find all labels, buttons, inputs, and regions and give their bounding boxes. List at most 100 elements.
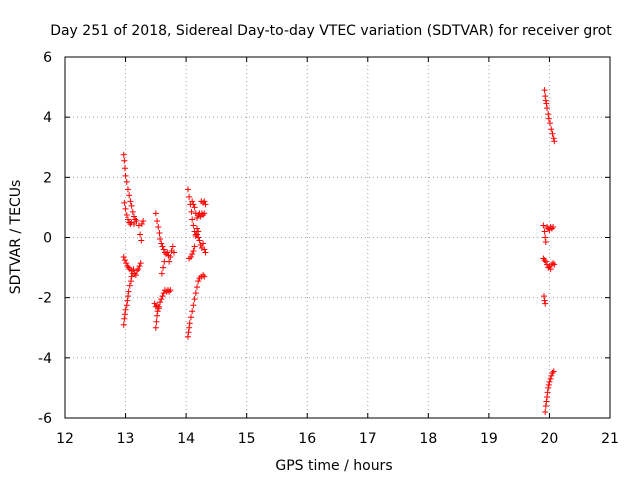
data-point [152, 210, 159, 217]
data-point [160, 246, 167, 253]
data-point [138, 220, 145, 227]
data-point [542, 408, 549, 415]
data-point [548, 372, 555, 379]
data-point [132, 216, 139, 223]
data-point [157, 236, 164, 243]
data-point [542, 234, 549, 241]
data-point [128, 273, 135, 280]
data-point [549, 369, 556, 376]
data-point [128, 202, 135, 209]
data-point [155, 223, 162, 230]
data-point [187, 254, 194, 261]
x-tick-label: 21 [601, 431, 619, 447]
data-point [136, 263, 143, 270]
data-point [543, 398, 550, 405]
data-point [164, 249, 171, 256]
data-point [131, 220, 138, 227]
data-point [160, 264, 167, 271]
tick-labels: 12 13 14 15 16 17 18 19 20 21 -6 -4 -2 0 2 4 6 [38, 50, 619, 447]
data-point [135, 266, 142, 273]
data-point [541, 297, 548, 304]
data-point [547, 375, 554, 382]
data-point [167, 254, 174, 261]
data-point [159, 293, 166, 300]
data-point [188, 208, 195, 215]
data-point [201, 273, 208, 280]
data-point [124, 297, 131, 304]
data-point [190, 222, 197, 229]
data-point [201, 246, 208, 253]
y-tick-label: -2 [38, 291, 52, 307]
x-tick-label: 20 [541, 431, 559, 447]
data-point [540, 293, 547, 300]
data-point [541, 87, 548, 94]
data-point [189, 198, 196, 205]
data-point [128, 278, 135, 285]
data-point [121, 257, 128, 264]
data-point [129, 208, 136, 215]
data-point [122, 306, 129, 313]
data-point [133, 217, 140, 224]
data-point [550, 135, 557, 142]
y-tick-label: -6 [38, 411, 52, 427]
data-point [550, 223, 557, 230]
data-point [138, 237, 145, 244]
data-point [120, 254, 127, 261]
data-points [120, 87, 558, 415]
data-point [120, 151, 127, 158]
x-tick-label: 13 [117, 431, 135, 447]
data-point [124, 186, 131, 193]
data-point [202, 249, 209, 256]
data-point [542, 239, 549, 246]
data-point [189, 308, 196, 315]
data-point [547, 120, 554, 127]
data-point [137, 260, 144, 267]
data-point [126, 192, 133, 199]
data-point [545, 381, 552, 388]
data-point [156, 229, 163, 236]
data-point [122, 172, 129, 179]
data-point [549, 130, 556, 137]
data-point [201, 210, 208, 217]
data-point [121, 311, 128, 318]
data-point [153, 318, 160, 325]
data-point [196, 237, 203, 244]
data-point [185, 329, 192, 336]
data-point [161, 258, 168, 265]
data-point [542, 258, 549, 265]
y-tick-label: 6 [43, 50, 52, 66]
data-point [191, 296, 198, 303]
data-point [159, 243, 166, 250]
data-point [545, 111, 552, 118]
x-tick-label: 15 [238, 431, 256, 447]
data-point [548, 126, 555, 133]
data-point [189, 251, 196, 258]
data-point [545, 115, 552, 122]
y-tick-label: -4 [38, 351, 52, 367]
data-point [189, 216, 196, 223]
x-axis-label: GPS time / hours [275, 458, 392, 474]
data-point [131, 213, 138, 220]
data-point [187, 314, 194, 321]
data-point [191, 204, 198, 211]
data-point [123, 302, 130, 309]
data-point [190, 302, 197, 309]
data-point [123, 178, 130, 185]
x-tick-label: 17 [359, 431, 377, 447]
data-point [158, 270, 165, 277]
data-point [201, 198, 208, 205]
grid [65, 57, 610, 418]
data-point [546, 378, 553, 385]
data-point [544, 393, 551, 400]
data-point [544, 105, 551, 112]
data-point [157, 299, 164, 306]
y-tick-label: 2 [43, 170, 52, 186]
data-point [121, 315, 128, 322]
data-point [125, 288, 132, 295]
data-point [202, 201, 209, 208]
data-point [550, 368, 557, 375]
plot-frame [64, 56, 611, 419]
data-point [167, 287, 174, 294]
y-tick-label: 4 [43, 110, 52, 126]
